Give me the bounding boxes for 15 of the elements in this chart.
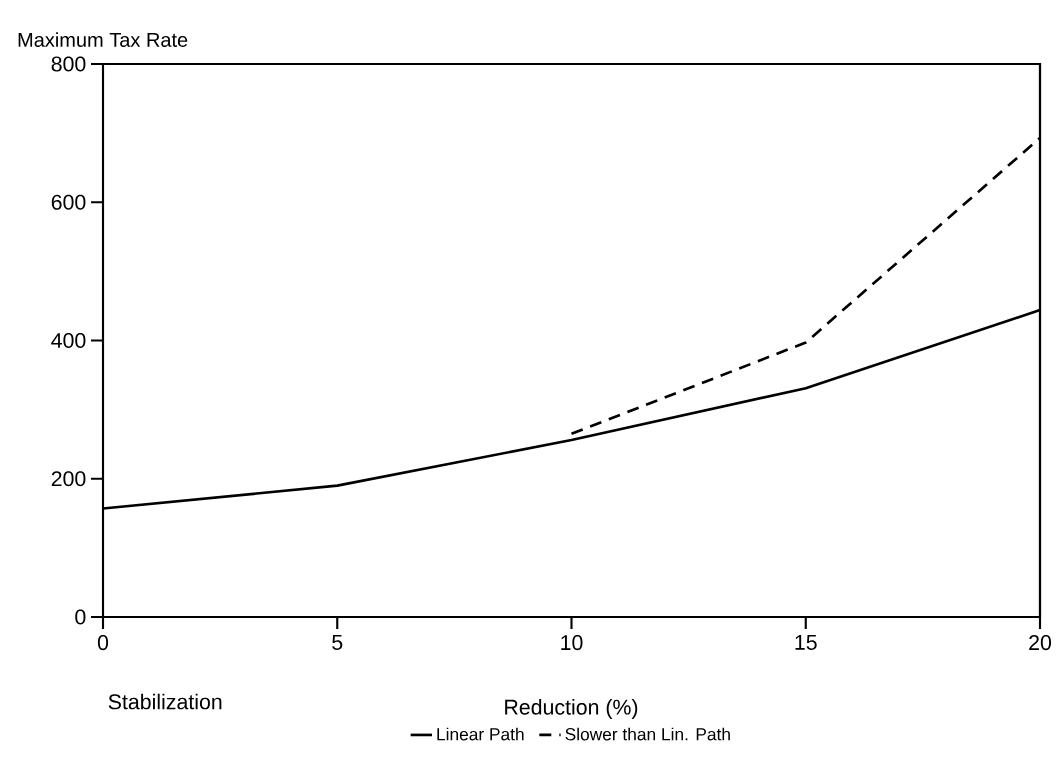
x-tick-label: 15 xyxy=(795,635,817,650)
y-tick-label: 600 xyxy=(51,194,86,210)
x-tick-label: 20 xyxy=(1029,635,1052,651)
x-axis-title: Reduction (%) xyxy=(505,699,638,719)
y-tick-label: 200 xyxy=(51,471,86,487)
y-tick-label: 0 xyxy=(75,609,86,625)
x-tick-label: 10 xyxy=(561,635,583,651)
y-tick-label: 800 xyxy=(51,56,86,72)
legend-label: Slower than Lin. Path xyxy=(565,727,730,741)
legend-label: Linear Path xyxy=(437,727,524,741)
x-tick-label: 5 xyxy=(332,635,343,650)
x-tick-label: 0 xyxy=(97,635,109,651)
y-tick-label: 400 xyxy=(51,332,86,349)
y-axis-title: Maximum Tax Rate xyxy=(18,32,188,47)
text: Stabilization xyxy=(108,693,222,710)
